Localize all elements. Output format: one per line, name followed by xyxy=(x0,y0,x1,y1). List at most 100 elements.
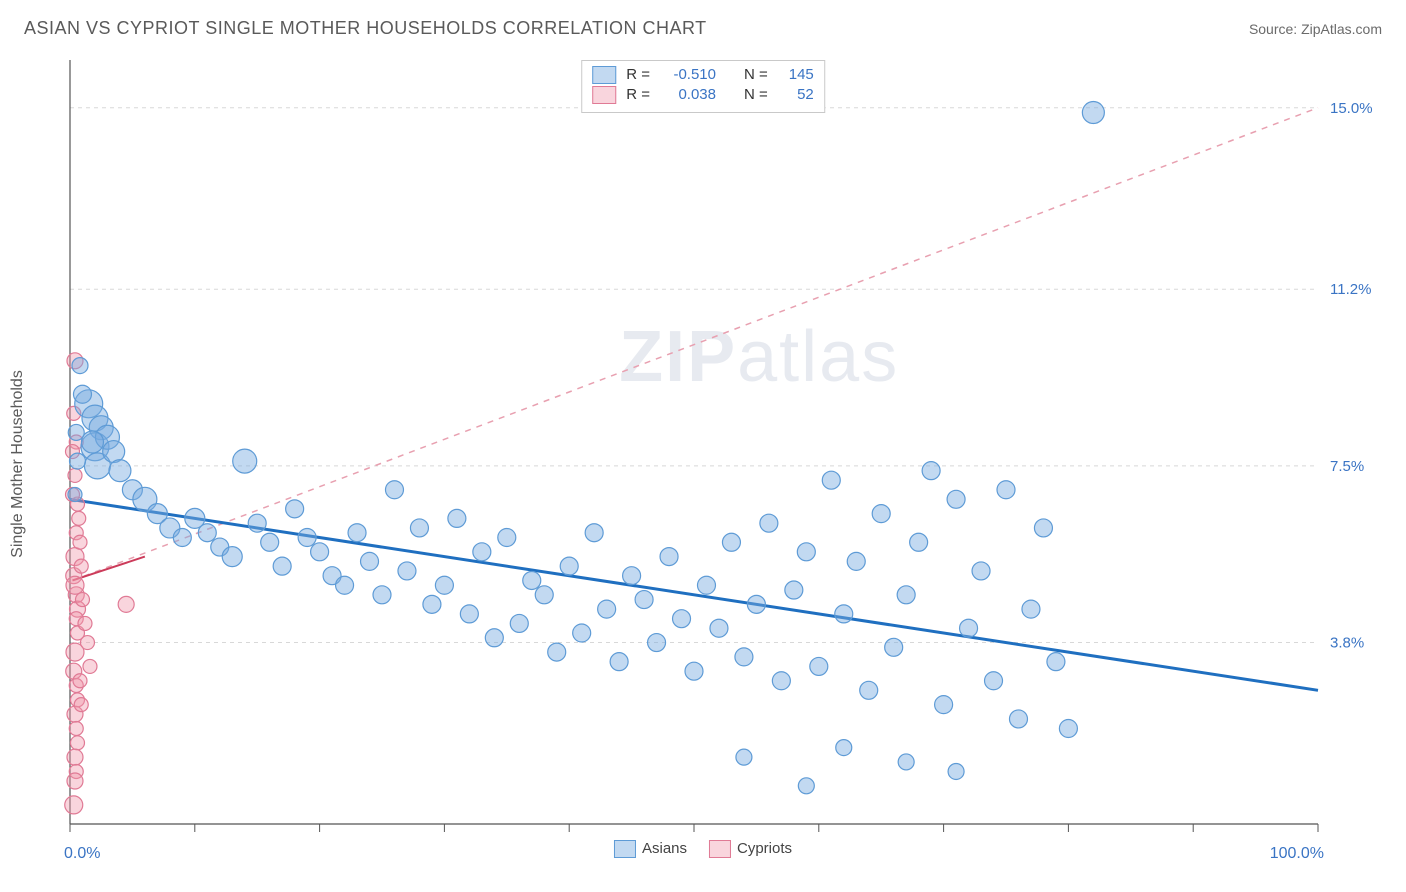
asian-point xyxy=(610,653,628,671)
asian-point xyxy=(747,595,765,613)
cypriot-point xyxy=(67,749,83,765)
stats-row: R =0.038N =52 xyxy=(592,85,814,105)
asian-point xyxy=(810,657,828,675)
asian-point xyxy=(1034,519,1052,537)
stats-n-value: 52 xyxy=(778,85,814,105)
asian-point xyxy=(710,619,728,637)
y-tick-label: 15.0% xyxy=(1330,100,1373,117)
asian-point xyxy=(735,648,753,666)
asian-point xyxy=(897,586,915,604)
asian-point xyxy=(311,543,329,561)
asian-point xyxy=(847,552,865,570)
asian-point xyxy=(373,586,391,604)
asian-point xyxy=(860,681,878,699)
stats-row: R = -0.510 N = 145 xyxy=(592,65,814,85)
source-prefix: Source: xyxy=(1249,21,1301,37)
legend-swatch xyxy=(614,840,636,858)
y-tick-label: 3.8% xyxy=(1330,635,1364,652)
asian-point xyxy=(548,643,566,661)
asian-point xyxy=(697,576,715,594)
asian-point xyxy=(623,567,641,585)
cypriot-point xyxy=(69,722,83,736)
asian-point xyxy=(997,481,1015,499)
asian-point xyxy=(361,552,379,570)
cypriot-point xyxy=(83,659,97,673)
cypriot-point xyxy=(73,674,87,688)
cypriot-point xyxy=(72,511,86,525)
asian-point xyxy=(947,490,965,508)
stats-swatch xyxy=(592,66,616,84)
asian-point xyxy=(598,600,616,618)
asian-point xyxy=(1009,710,1027,728)
asian-point xyxy=(985,672,1003,690)
asian-point xyxy=(510,614,528,632)
asian-point xyxy=(1082,102,1104,124)
asian-point xyxy=(673,610,691,628)
asian-point xyxy=(648,634,666,652)
asian-point xyxy=(922,462,940,480)
cypriot-point xyxy=(80,636,94,650)
asian-point xyxy=(286,500,304,518)
asian-point xyxy=(73,385,91,403)
stats-n-label: N = xyxy=(744,65,768,85)
asian-point xyxy=(560,557,578,575)
asian-point xyxy=(398,562,416,580)
asian-point xyxy=(261,533,279,551)
asian-point xyxy=(68,424,84,440)
asian-point xyxy=(69,453,85,469)
asian-point xyxy=(948,763,964,779)
asian-point xyxy=(1047,653,1065,671)
y-axis-label: Single Mother Households xyxy=(9,370,27,558)
cypriot-point xyxy=(75,593,89,607)
y-tick-label: 11.2% xyxy=(1330,281,1371,298)
y-tick-label: 7.5% xyxy=(1330,458,1364,475)
source-link[interactable]: ZipAtlas.com xyxy=(1301,21,1382,37)
asian-point xyxy=(298,529,316,547)
cypriot-point xyxy=(73,535,87,549)
asian-point xyxy=(273,557,291,575)
legend-item: Asians xyxy=(614,840,687,858)
asian-point xyxy=(348,524,366,542)
stats-r-value: -0.510 xyxy=(660,65,716,85)
chart-header: ASIAN VS CYPRIOT SINGLE MOTHER HOUSEHOLD… xyxy=(0,0,1406,47)
asian-point xyxy=(872,505,890,523)
cypriot-point xyxy=(68,468,82,482)
stats-n-label: N = xyxy=(744,85,768,105)
stats-n-value: 145 xyxy=(778,65,814,85)
asian-point xyxy=(797,543,815,561)
asian-point xyxy=(736,749,752,765)
legend-label: Asians xyxy=(642,840,687,857)
asian-point xyxy=(660,548,678,566)
asian-point xyxy=(173,529,191,547)
asian-point xyxy=(448,509,466,527)
asian-point xyxy=(248,514,266,532)
asian-point xyxy=(423,595,441,613)
asian-point xyxy=(435,576,453,594)
asian-point xyxy=(885,638,903,656)
series-legend: AsiansCypriots xyxy=(614,840,792,858)
cypriot-point xyxy=(74,698,88,712)
asian-point xyxy=(498,529,516,547)
asian-point xyxy=(798,778,814,794)
cypriot-point xyxy=(65,796,83,814)
asian-point xyxy=(836,740,852,756)
asian-point xyxy=(910,533,928,551)
legend-swatch xyxy=(709,840,731,858)
asian-point xyxy=(1022,600,1040,618)
asian-point xyxy=(785,581,803,599)
scatter-plot: ZIPatlas3.8%7.5%11.2%15.0%0.0%100.0% xyxy=(24,54,1382,874)
asian-point xyxy=(722,533,740,551)
asian-point xyxy=(835,605,853,623)
cypriot-point xyxy=(70,736,84,750)
asian-point xyxy=(685,662,703,680)
asian-point xyxy=(460,605,478,623)
asian-point xyxy=(523,571,541,589)
asian-point xyxy=(635,591,653,609)
cypriot-point xyxy=(118,596,134,612)
cypriot-point xyxy=(78,616,92,630)
stats-r-label: R = xyxy=(626,65,650,85)
chart-source: Source: ZipAtlas.com xyxy=(1249,21,1382,37)
asian-point xyxy=(935,696,953,714)
x-tick-label: 0.0% xyxy=(64,845,100,862)
stats-r-value: 0.038 xyxy=(660,85,716,105)
